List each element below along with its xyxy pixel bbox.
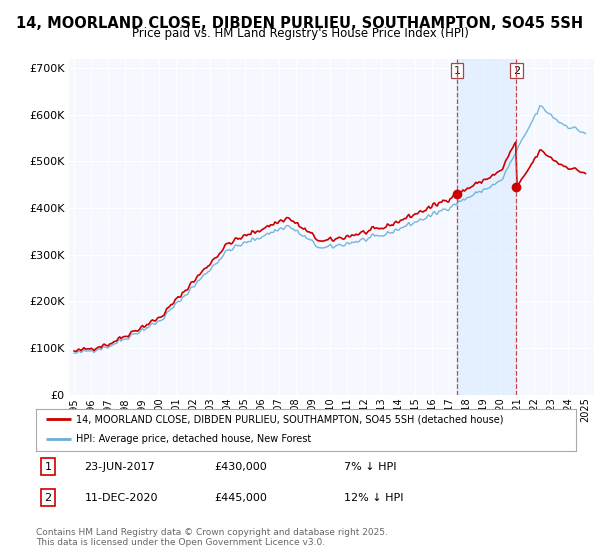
Text: 14, MOORLAND CLOSE, DIBDEN PURLIEU, SOUTHAMPTON, SO45 5SH: 14, MOORLAND CLOSE, DIBDEN PURLIEU, SOUT… bbox=[16, 16, 584, 31]
Text: £430,000: £430,000 bbox=[214, 461, 267, 472]
Bar bbox=[457, 59, 517, 395]
Text: 2: 2 bbox=[513, 66, 520, 76]
Text: 7% ↓ HPI: 7% ↓ HPI bbox=[344, 461, 396, 472]
Text: £445,000: £445,000 bbox=[214, 493, 267, 503]
Text: HPI: Average price, detached house, New Forest: HPI: Average price, detached house, New … bbox=[77, 434, 312, 444]
Text: 23-JUN-2017: 23-JUN-2017 bbox=[85, 461, 155, 472]
Text: 1: 1 bbox=[454, 66, 461, 76]
Text: 14, MOORLAND CLOSE, DIBDEN PURLIEU, SOUTHAMPTON, SO45 5SH (detached house): 14, MOORLAND CLOSE, DIBDEN PURLIEU, SOUT… bbox=[77, 414, 504, 424]
Text: 1: 1 bbox=[44, 461, 52, 472]
Text: 12% ↓ HPI: 12% ↓ HPI bbox=[344, 493, 403, 503]
Text: 2: 2 bbox=[44, 493, 52, 503]
Text: Price paid vs. HM Land Registry's House Price Index (HPI): Price paid vs. HM Land Registry's House … bbox=[131, 27, 469, 40]
Text: Contains HM Land Registry data © Crown copyright and database right 2025.
This d: Contains HM Land Registry data © Crown c… bbox=[36, 528, 388, 547]
Text: 11-DEC-2020: 11-DEC-2020 bbox=[85, 493, 158, 503]
